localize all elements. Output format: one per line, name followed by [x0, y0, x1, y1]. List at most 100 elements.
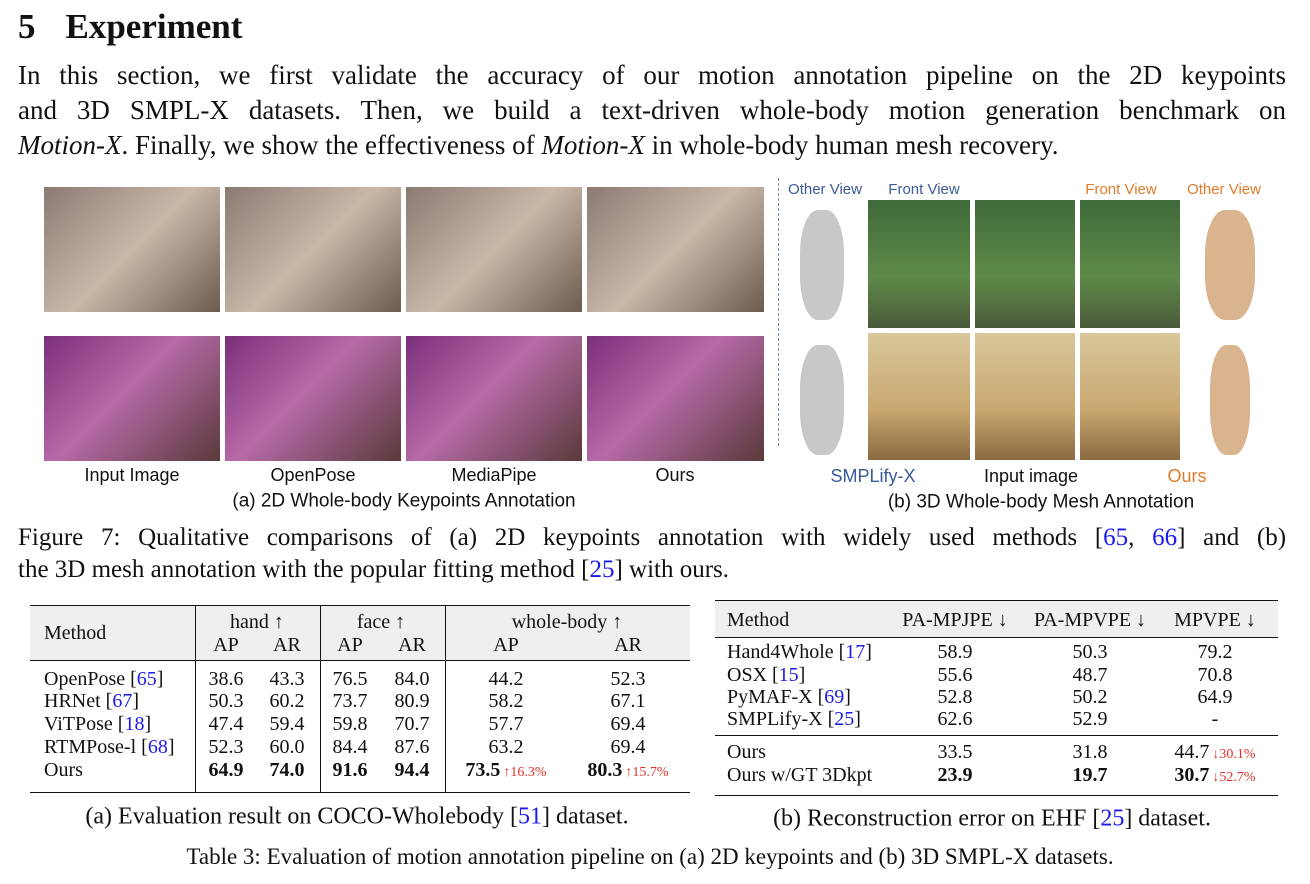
- cell-text: 43.3: [269, 668, 305, 690]
- table-cell: 50.3: [209, 689, 244, 713]
- photo: [975, 333, 1075, 460]
- text-run: PyMAF-X [: [727, 686, 825, 708]
- photo: [44, 187, 220, 312]
- rule: [30, 605, 690, 606]
- method-name: Ours: [44, 758, 83, 782]
- method-label: Input image: [984, 466, 1078, 488]
- text-run: the 3D mesh annotation with the popular …: [18, 556, 590, 583]
- text-run: Hand4Whole [: [727, 641, 846, 663]
- citation: 17: [845, 641, 866, 663]
- rule: [30, 792, 690, 793]
- text-run: in whole-body human mesh recovery.: [644, 130, 1059, 160]
- text-run: Ours: [727, 741, 766, 763]
- table-cell: 73.7: [333, 689, 368, 713]
- citation: 25: [834, 708, 855, 730]
- cell-text: 52.3: [610, 668, 646, 690]
- table-cell: 52.8: [938, 685, 973, 709]
- rule: [715, 795, 1278, 796]
- cell-text: 80.9: [394, 690, 430, 712]
- cell-text: 84.0: [394, 668, 430, 690]
- sub-header-text: AP: [493, 634, 519, 656]
- method-name: RTMPose-l [68]: [44, 735, 174, 759]
- table-caption-text: Table 3: Evaluation of motion annotation…: [186, 844, 1114, 870]
- column-header-text: Method: [44, 622, 107, 644]
- method-label: Ours: [1167, 466, 1206, 488]
- cell-text: 60.2: [269, 690, 305, 712]
- cell-text: 67.1: [610, 690, 646, 712]
- method-name: Ours: [727, 740, 766, 764]
- cell-text: 52.8: [937, 686, 973, 708]
- table-cell: 62.6: [938, 707, 973, 731]
- sub-header-text: AR: [614, 634, 642, 656]
- table-cell: 91.6: [333, 758, 368, 782]
- cell-text: 91.6: [332, 759, 368, 781]
- group-header-text: whole-body ↑: [511, 611, 623, 633]
- photo: [225, 336, 401, 461]
- cell-text: 58.2: [488, 690, 524, 712]
- table-cell: 50.2: [1073, 685, 1108, 709]
- cell-text: 50.3: [208, 690, 244, 712]
- mesh-render: [800, 210, 844, 320]
- citation: 67: [112, 690, 133, 712]
- photo: [868, 333, 970, 460]
- mesh-render: [1205, 210, 1255, 320]
- table-cell: 50.3: [1073, 640, 1108, 664]
- rule: [715, 600, 1278, 601]
- citation: 65: [136, 668, 157, 690]
- cell-text: 23.9: [937, 764, 973, 786]
- cell-text: 64.9: [1197, 686, 1233, 708]
- view-label: Front View: [888, 181, 959, 199]
- figure-caption-line: the 3D mesh annotation with the popular …: [18, 555, 729, 585]
- improvement: ↑16.3%: [503, 765, 547, 780]
- text-run: (b) Reconstruction error on EHF [: [773, 805, 1101, 832]
- table-cell: 38.6: [209, 667, 244, 691]
- cell-text: 30.7: [1174, 764, 1210, 786]
- text-run: ]: [798, 664, 806, 686]
- table-cell: 19.7: [1073, 763, 1108, 787]
- table-cell: 84.4: [333, 735, 368, 759]
- method-name: OSX [15]: [727, 663, 805, 687]
- improvement: ↑15.7%: [625, 765, 669, 780]
- paragraph-line: In this section, we first validate the a…: [18, 59, 1286, 91]
- panel-label: Ours: [655, 465, 694, 487]
- cell-text: 69.4: [610, 713, 646, 735]
- photo: [1080, 200, 1180, 328]
- paragraph-line: and 3D SMPL-X datasets. Then, we build a…: [18, 94, 1286, 126]
- cell-text: 84.4: [332, 736, 368, 758]
- panel-caption: (a) 2D Whole-body Keypoints Annotation: [232, 491, 575, 514]
- column-header-text: Method: [727, 609, 790, 631]
- panel-label-text: Ours: [655, 465, 695, 486]
- text-run: Ours: [44, 759, 83, 781]
- text-run: ] dataset.: [1124, 805, 1211, 832]
- cell-text: 79.2: [1197, 641, 1233, 663]
- table-cell: 59.4: [270, 712, 305, 736]
- cell-text: 87.6: [394, 736, 430, 758]
- method-name: SMPLify-X [25]: [727, 707, 861, 731]
- method-name: ViTPose [18]: [44, 712, 151, 736]
- view-label-text: Front View: [1085, 181, 1157, 198]
- view-label: Other View: [1187, 181, 1261, 199]
- photo: [225, 187, 401, 312]
- method-name: Hand4Whole [17]: [727, 640, 872, 664]
- table-cell: 55.6: [938, 663, 973, 687]
- cell-text: 57.7: [488, 713, 524, 735]
- table-cell: 33.5: [938, 740, 973, 764]
- table-cell: 64.9: [1198, 685, 1233, 709]
- view-label: Front View: [1085, 181, 1156, 199]
- text-run: ViTPose [: [44, 713, 125, 735]
- table-cell: 57.7: [489, 712, 524, 736]
- cell-text: 38.6: [208, 668, 244, 690]
- column-header: MPVPE ↓: [1174, 608, 1256, 632]
- method-name: OpenPose [65]: [44, 667, 163, 691]
- sub-header-text: AR: [398, 634, 426, 656]
- column-header-text: PA-MPVPE ↓: [1033, 609, 1147, 631]
- section-heading: 5 Experiment: [18, 6, 242, 48]
- italic-run: Motion-X: [18, 130, 122, 160]
- table-cell: 44.2: [489, 667, 524, 691]
- divider: [778, 178, 779, 446]
- photo: [975, 200, 1075, 328]
- cell-text: 94.4: [394, 759, 430, 781]
- mesh-render: [800, 345, 844, 455]
- group-header: hand ↑: [230, 610, 284, 634]
